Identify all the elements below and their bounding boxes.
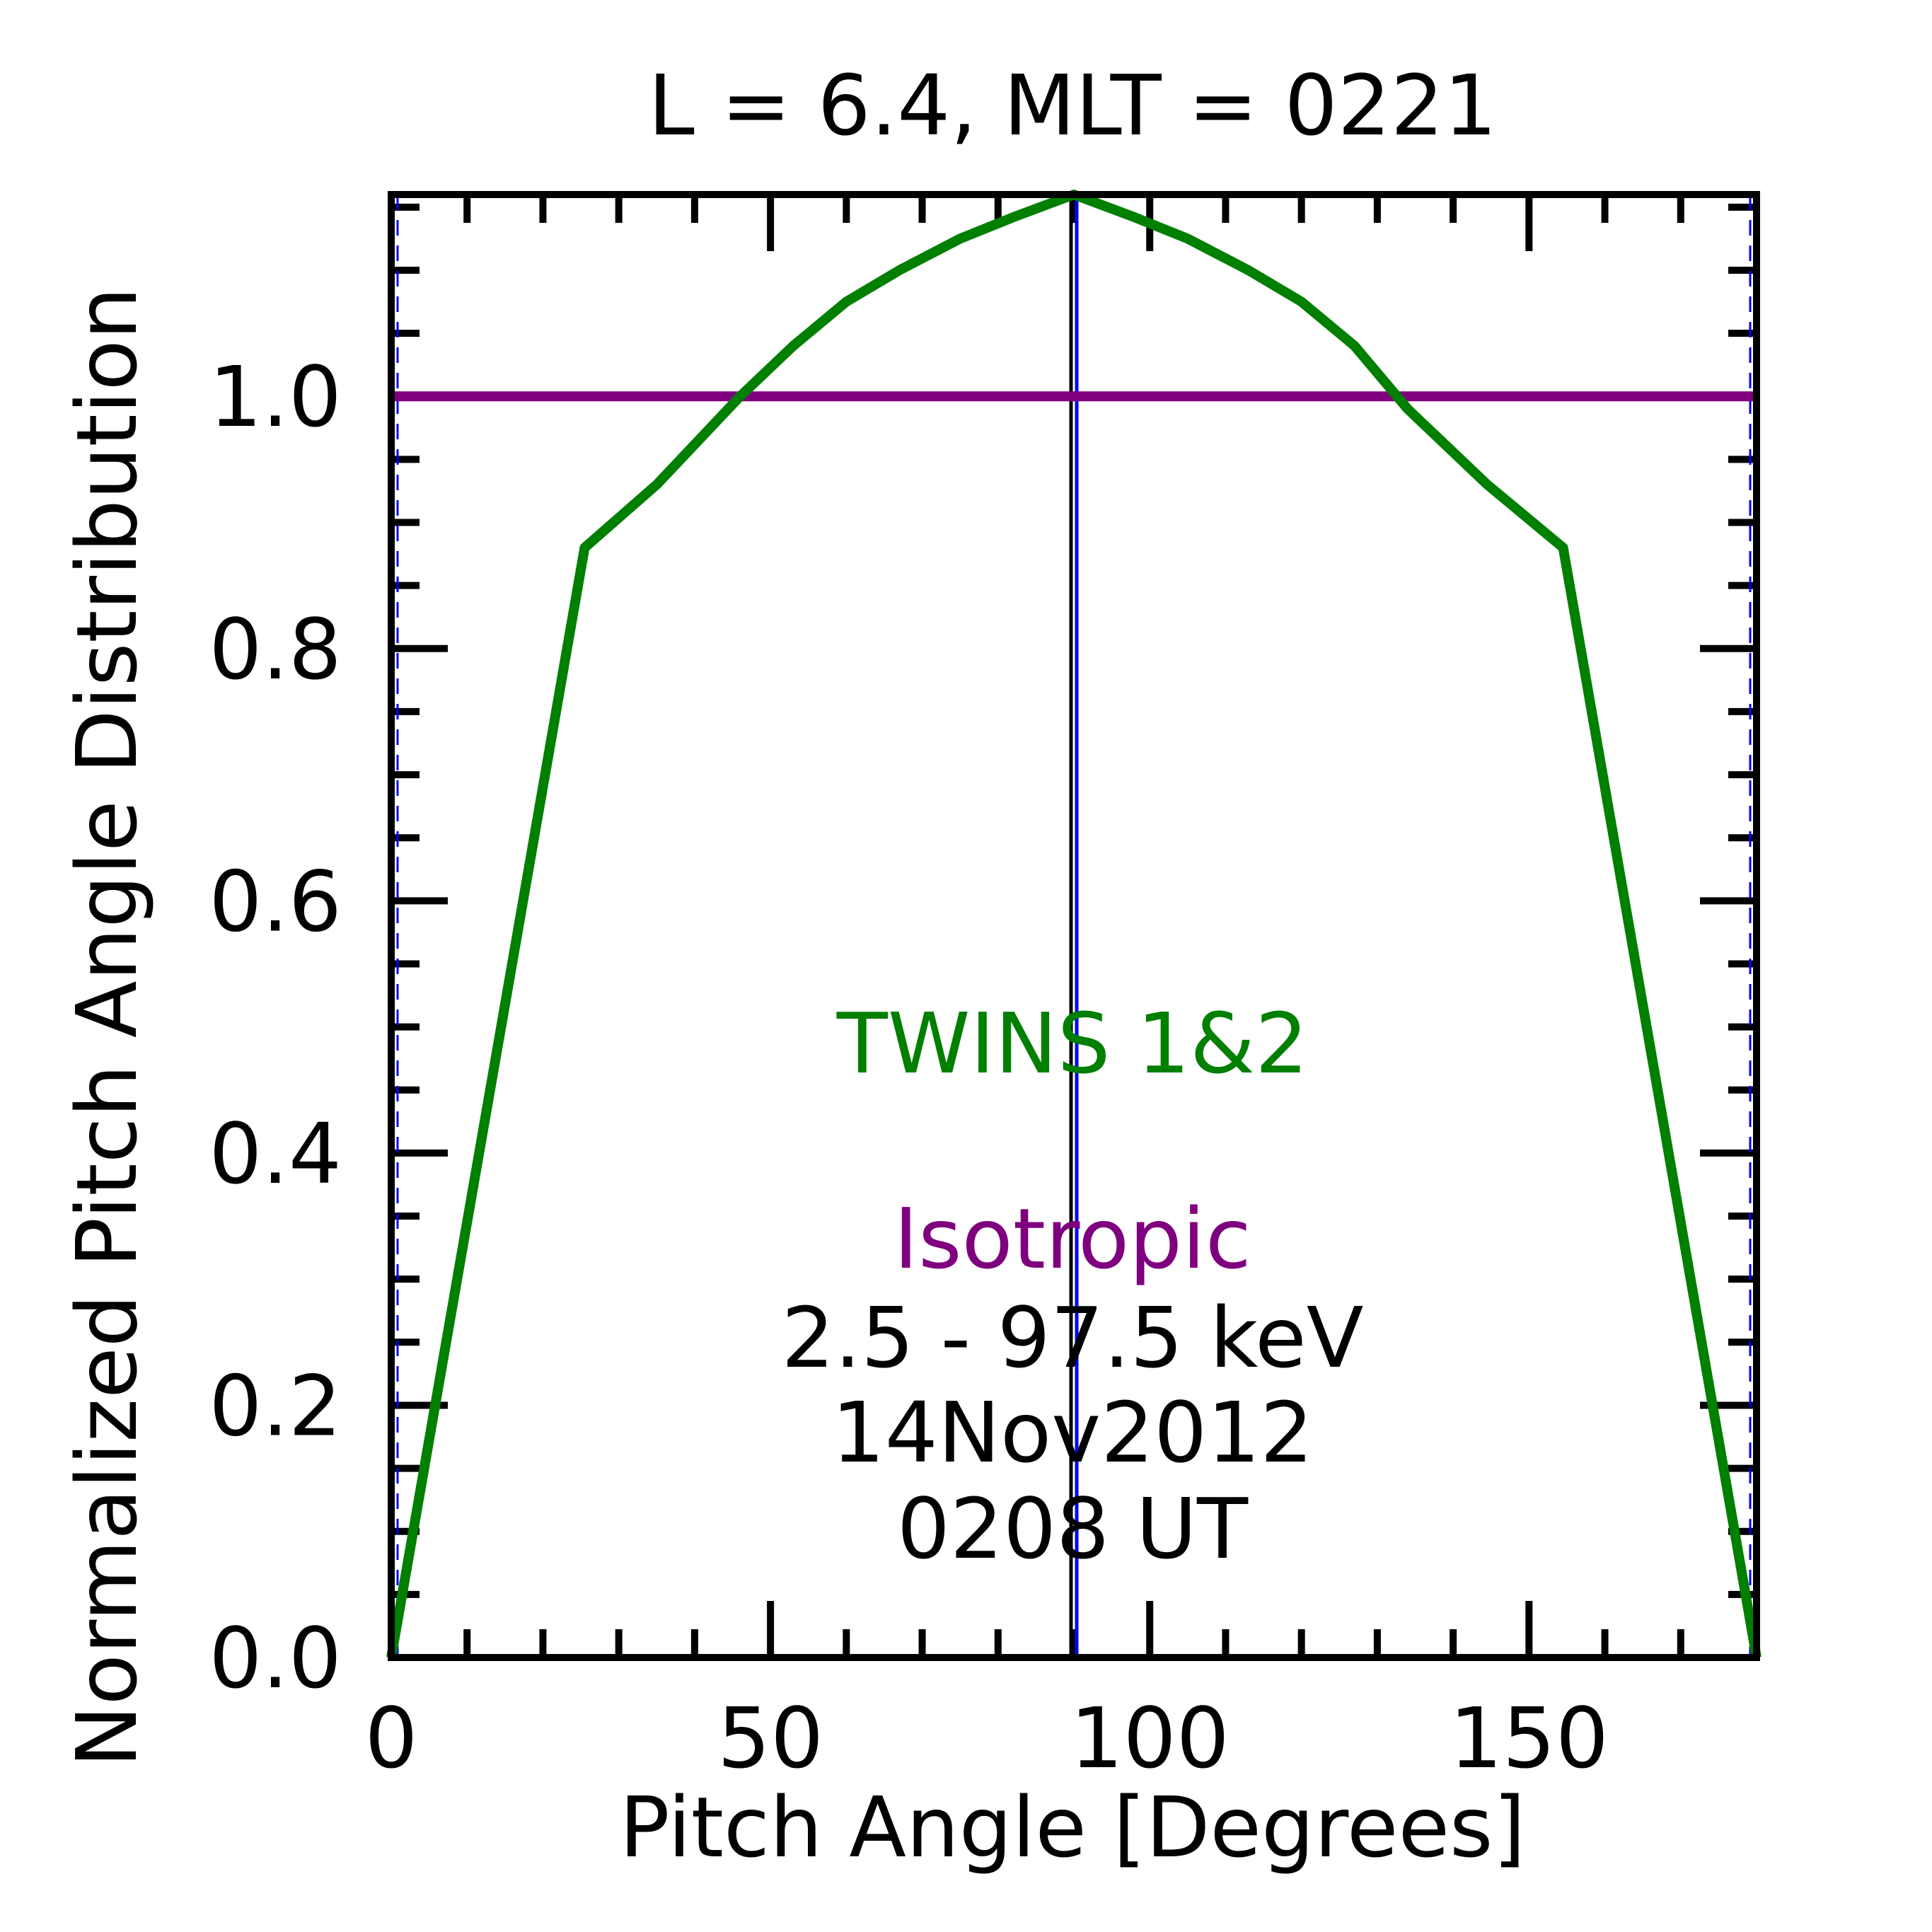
x-tick-label: 100 [1070, 1689, 1230, 1787]
energy-range-label: 2.5 - 97.5 keV [782, 1289, 1364, 1387]
legend-twins: TWINS 1&2 [836, 995, 1308, 1092]
y-tick-label: 0.8 [209, 601, 342, 698]
y-tick-label: 0.4 [209, 1105, 342, 1203]
x-tick-label: 150 [1450, 1689, 1609, 1787]
reference-lines [396, 195, 1752, 1658]
date-label: 14Nov2012 [832, 1384, 1314, 1481]
y-axis-label: Normalized Pitch Angle Distribution [58, 287, 156, 1767]
legend-isotropic: Isotropic [893, 1190, 1251, 1288]
x-axis-label: Pitch Angle [Degrees] [619, 1778, 1525, 1876]
x-tick-label: 0 [364, 1689, 417, 1787]
y-tick-label: 0.6 [209, 852, 342, 950]
time-label: 0208 UT [897, 1480, 1249, 1578]
x-tick-label: 50 [717, 1689, 823, 1787]
y-tick-label: 0.2 [209, 1357, 342, 1454]
tick-labels: 0 50 100 150 0.0 0.2 0.4 0.6 0.8 1.0 [209, 348, 1609, 1787]
plot-frame [388, 191, 1760, 1661]
chart-title: L = 6.4, MLT = 0221 [648, 57, 1497, 154]
y-tick-label: 0.0 [209, 1609, 342, 1707]
y-tick-label: 1.0 [209, 348, 342, 446]
